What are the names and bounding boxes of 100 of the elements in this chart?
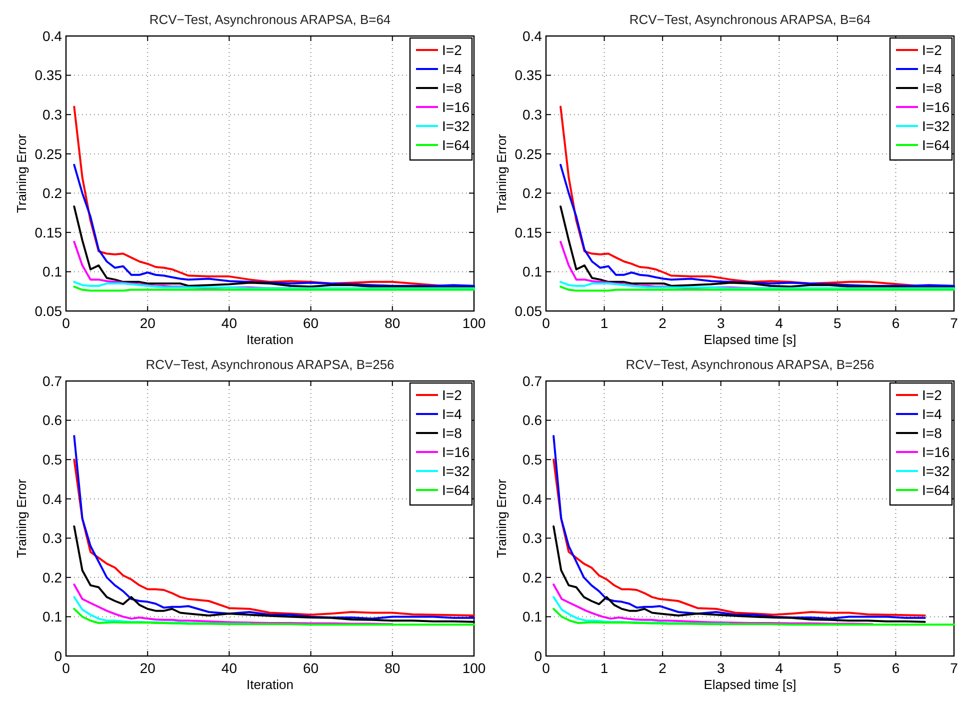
x-tick-label: 40 <box>221 660 238 676</box>
chart-title: RCV−Test, Asynchronous ARAPSA, B=64 <box>629 12 871 27</box>
y-axis-title: Training Error <box>494 133 509 213</box>
x-tick-label: 100 <box>462 315 486 331</box>
legend-label: I=16 <box>922 444 950 460</box>
x-tick-label: 5 <box>834 660 842 676</box>
x-tick-label: 2 <box>658 660 667 676</box>
y-tick-label: 0.4 <box>522 490 542 507</box>
y-axis-title: Training Error <box>14 478 29 558</box>
x-tick-label: 60 <box>303 315 319 331</box>
x-tick-label: 6 <box>892 315 900 331</box>
legend-label: I=16 <box>922 98 950 115</box>
x-tick-label: 6 <box>892 660 900 676</box>
y-tick-label: 0.25 <box>514 146 542 162</box>
line-series <box>560 280 955 290</box>
y-tick-label: 0.5 <box>522 451 542 468</box>
legend-label: I=64 <box>442 136 470 153</box>
legend-label: I=64 <box>442 482 470 498</box>
y-tick-label: 0.3 <box>42 530 62 546</box>
x-tick-label: 7 <box>950 660 958 676</box>
x-tick-label: 1 <box>600 660 608 676</box>
y-tick-label: 0.4 <box>42 28 62 44</box>
x-axis-title: Iteration <box>246 332 294 347</box>
y-tick-label: 0.3 <box>42 106 62 122</box>
chart-title: RCV−Test, Asynchronous ARAPSA, B=256 <box>146 357 394 372</box>
x-tick-label: 20 <box>140 315 156 331</box>
line-series <box>73 280 475 290</box>
legend-label: I=8 <box>442 80 462 96</box>
line-series <box>560 164 955 287</box>
x-tick-label: 5 <box>834 315 842 331</box>
legend-label: I=2 <box>442 42 462 58</box>
legend-label: I=16 <box>442 98 470 115</box>
y-tick-label: 0.7 <box>522 372 542 389</box>
legend-label: I=4 <box>442 406 462 422</box>
y-tick-label: 0.6 <box>42 412 62 428</box>
x-tick-label: 4 <box>775 315 784 331</box>
x-tick-label: 4 <box>775 660 784 676</box>
y-tick-label: 0.2 <box>42 569 62 586</box>
legend-label: I=32 <box>922 118 950 134</box>
legend-label: I=8 <box>442 424 462 441</box>
legend-label: I=4 <box>442 60 462 77</box>
y-tick-label: 0.5 <box>42 451 62 468</box>
y-tick-label: 0.2 <box>522 569 542 586</box>
y-axis-title: Training Error <box>14 133 29 213</box>
legend-label: I=2 <box>442 386 462 403</box>
legend-label: I=8 <box>922 80 942 96</box>
y-tick-label: 0.35 <box>34 67 62 84</box>
x-tick-label: 40 <box>221 315 238 331</box>
y-tick-label: 0.7 <box>42 372 62 389</box>
line-series <box>552 584 874 626</box>
y-tick-label: 0.2 <box>522 185 542 202</box>
x-axis-title: Elapsed time [s] <box>704 332 796 347</box>
x-tick-label: 80 <box>384 315 400 331</box>
y-tick-label: 0 <box>534 648 542 664</box>
line-series <box>552 608 955 626</box>
line-series <box>73 584 394 626</box>
x-tick-label: 7 <box>950 315 958 331</box>
legend-label: I=32 <box>442 118 470 134</box>
x-tick-label: 1 <box>600 315 608 331</box>
legend-label: I=2 <box>922 42 942 58</box>
y-tick-label: 0.15 <box>514 224 542 240</box>
legend-label: I=2 <box>922 386 942 403</box>
y-tick-label: 0.1 <box>522 264 542 280</box>
x-axis-title: Iteration <box>246 677 294 692</box>
chart-title: RCV−Test, Asynchronous ARAPSA, B=64 <box>149 12 391 27</box>
y-tick-label: 0.6 <box>522 412 542 428</box>
x-tick-label: 80 <box>384 660 400 676</box>
x-tick-label: 100 <box>462 660 486 676</box>
x-tick-label: 60 <box>303 660 319 676</box>
legend-label: I=32 <box>442 462 470 479</box>
legend-label: I=8 <box>922 424 942 441</box>
y-tick-label: 0.2 <box>42 185 62 202</box>
line-series <box>73 608 475 626</box>
y-tick-label: 0.05 <box>34 302 62 319</box>
y-tick-label: 0.4 <box>522 28 542 44</box>
y-tick-label: 0.1 <box>42 608 62 625</box>
line-series <box>73 164 475 287</box>
legend-label: I=64 <box>922 136 950 153</box>
y-tick-label: 0 <box>54 648 62 664</box>
y-tick-label: 0.1 <box>522 608 542 625</box>
legend-label: I=16 <box>442 444 470 460</box>
legend-label: I=4 <box>922 60 942 77</box>
x-tick-label: 3 <box>716 315 725 331</box>
y-tick-label: 0.05 <box>514 302 542 319</box>
legend-label: I=64 <box>922 482 950 498</box>
x-tick-label: 2 <box>658 315 667 331</box>
chart-title: RCV−Test, Asynchronous ARAPSA, B=256 <box>626 357 874 372</box>
legend-label: I=32 <box>922 462 950 479</box>
x-tick-label: 3 <box>716 660 725 676</box>
y-tick-label: 0.3 <box>522 106 542 122</box>
y-tick-label: 0.25 <box>34 146 62 162</box>
legend-label: I=4 <box>922 406 942 422</box>
y-tick-label: 0.15 <box>34 224 62 240</box>
x-tick-label: 20 <box>140 660 156 676</box>
y-tick-label: 0.3 <box>522 530 542 546</box>
y-tick-label: 0.4 <box>42 490 62 507</box>
x-axis-title: Elapsed time [s] <box>704 677 796 692</box>
y-tick-label: 0.1 <box>42 264 62 280</box>
y-axis-title: Training Error <box>494 478 509 558</box>
line-series <box>552 525 926 623</box>
